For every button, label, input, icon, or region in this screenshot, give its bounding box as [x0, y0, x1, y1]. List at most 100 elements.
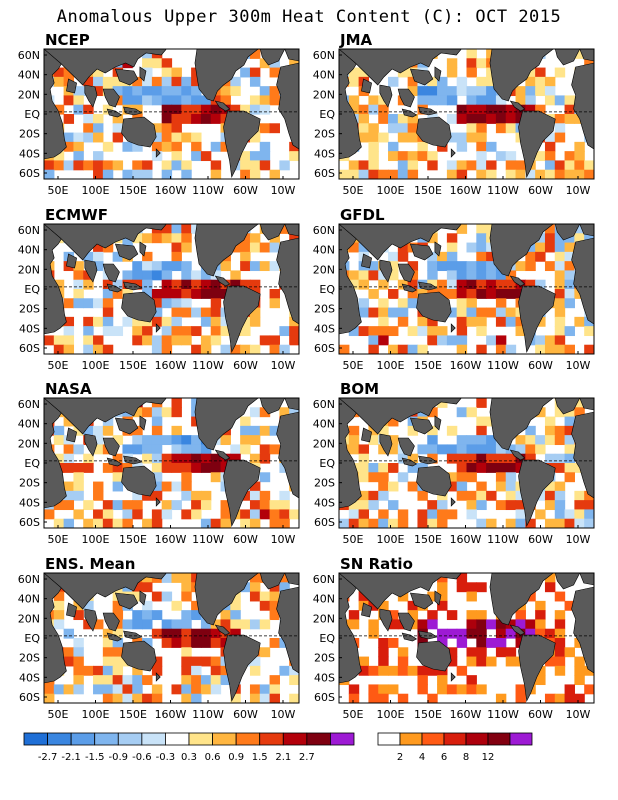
lon-tick-label: 160W — [155, 359, 187, 372]
colorbar-tick-label: 2 — [397, 752, 403, 763]
map-field — [339, 573, 594, 703]
lon-tick-label: 50E — [343, 184, 364, 197]
lon-tick-label: 160W — [450, 708, 482, 721]
lon-tick-label: 50E — [343, 359, 364, 372]
colorbar-swatch — [421, 732, 445, 746]
lat-tick-label: 40N — [18, 418, 40, 431]
lat-tick-label: 40S — [314, 671, 335, 684]
lat-tick-label: 60S — [19, 342, 40, 355]
lat-tick-label: 40S — [19, 322, 40, 335]
colorbar-tick-label: -0.6 — [132, 752, 152, 763]
lat-tick-label: 60S — [19, 691, 40, 704]
lon-tick-label: 110W — [192, 708, 224, 721]
lat-tick-label: 20N — [18, 263, 40, 276]
lon-tick-label: 10W — [271, 533, 296, 546]
lat-tick-label: 40N — [18, 69, 40, 82]
lon-tick-label: 100E — [377, 359, 405, 372]
lon-tick-label: 150E — [414, 184, 442, 197]
lat-tick-label: 60N — [313, 49, 335, 62]
colorbar-tick-label: 2.7 — [299, 752, 315, 763]
lon-tick-label: 160W — [155, 184, 187, 197]
lat-tick-label: 40S — [314, 496, 335, 509]
lon-tick-label: 50E — [48, 184, 69, 197]
colorbar-tick-label: 0.3 — [181, 752, 197, 763]
lon-tick-label: 50E — [343, 533, 364, 546]
colorbar-tick-label: -0.3 — [156, 752, 176, 763]
lat-tick-label: 20S — [19, 477, 40, 490]
lat-tick-label: 20N — [313, 612, 335, 625]
panel-title: ENS. Mean — [45, 555, 135, 573]
lat-tick-label: 60N — [313, 398, 335, 411]
lat-tick-label: EQ — [24, 108, 40, 121]
colorbar-swatch — [399, 732, 423, 746]
colorbar-swatch — [465, 732, 489, 746]
colorbar-swatch — [188, 732, 213, 746]
lat-tick-label: EQ — [24, 632, 40, 645]
lat-tick-label: 60N — [313, 573, 335, 586]
lon-tick-label: 10W — [271, 184, 296, 197]
colorbar-swatch — [443, 732, 467, 746]
lon-tick-label: 110W — [192, 533, 224, 546]
colorbar-swatch — [212, 732, 237, 746]
lon-tick-label: 150E — [119, 184, 147, 197]
lon-tick-label: 10W — [566, 184, 591, 197]
lat-tick-label: 60N — [18, 49, 40, 62]
lon-tick-label: 60W — [528, 184, 553, 197]
colorbar-sn-ratio: 2 4 6 8 12 — [377, 732, 533, 763]
lon-tick-label: 10W — [566, 533, 591, 546]
lat-tick-label: 20S — [314, 652, 335, 665]
lon-tick-label: 110W — [487, 184, 519, 197]
map-field — [44, 573, 299, 703]
lon-tick-label: 10W — [271, 359, 296, 372]
colorbar-swatch — [117, 732, 143, 746]
panel-bom: BOM 60N 40N 20N EQ 20S 40S 60S 50E 100E 150E 160W 11… — [313, 380, 595, 546]
panel-title: ECMWF — [45, 206, 108, 224]
lat-tick-label: 20N — [313, 437, 335, 450]
lat-tick-label: 60S — [314, 167, 335, 180]
lon-tick-label: 50E — [48, 708, 69, 721]
lat-tick-label: 60S — [314, 516, 335, 529]
lon-tick-label: 110W — [192, 359, 224, 372]
lon-tick-label: 100E — [377, 184, 405, 197]
map-field — [339, 224, 594, 354]
lat-tick-label: 60N — [18, 224, 40, 237]
map-field — [44, 398, 299, 528]
colorbar-tick-label: 8 — [463, 752, 469, 763]
lat-tick-label: 20S — [314, 477, 335, 490]
lon-tick-label: 100E — [377, 533, 405, 546]
lat-tick-label: 40N — [313, 593, 335, 606]
lat-tick-label: 20N — [18, 612, 40, 625]
lon-tick-label: 10W — [566, 359, 591, 372]
lon-tick-label: 160W — [450, 359, 482, 372]
lat-tick-label: EQ — [24, 283, 40, 296]
map-field — [339, 49, 594, 179]
lat-tick-label: EQ — [24, 457, 40, 470]
lon-tick-label: 160W — [450, 184, 482, 197]
figure-title: Anomalous Upper 300m Heat Content (C): O… — [57, 7, 562, 27]
lat-tick-label: 20N — [18, 437, 40, 450]
panel-ens: ENS. Mean 60N 40N 20N EQ 20S 40S 60S 50E 100E 150E… — [18, 555, 300, 721]
map-field — [44, 224, 299, 354]
lat-tick-label: 60N — [18, 398, 40, 411]
colorbar-tick-label: -0.9 — [109, 752, 129, 763]
lat-tick-label: 20S — [19, 303, 40, 316]
panel-title: JMA — [339, 31, 373, 49]
lat-tick-label: 60S — [19, 167, 40, 180]
lon-tick-label: 60W — [233, 359, 258, 372]
colorbar-swatch — [47, 732, 72, 746]
panel-title: BOM — [340, 380, 379, 398]
map-field — [339, 398, 594, 528]
lon-tick-label: 60W — [528, 708, 553, 721]
colorbar-swatch — [487, 732, 511, 746]
lat-tick-label: 20S — [19, 652, 40, 665]
map-field — [44, 49, 299, 179]
lon-tick-label: 100E — [377, 708, 405, 721]
lon-tick-label: 10W — [271, 708, 296, 721]
lat-tick-label: 40N — [18, 244, 40, 257]
lon-tick-label: 160W — [155, 708, 187, 721]
lon-tick-label: 110W — [487, 708, 519, 721]
lat-tick-label: 20N — [313, 263, 335, 276]
colorbar-tick-label: -2.7 — [38, 752, 58, 763]
lon-tick-label: 150E — [414, 359, 442, 372]
